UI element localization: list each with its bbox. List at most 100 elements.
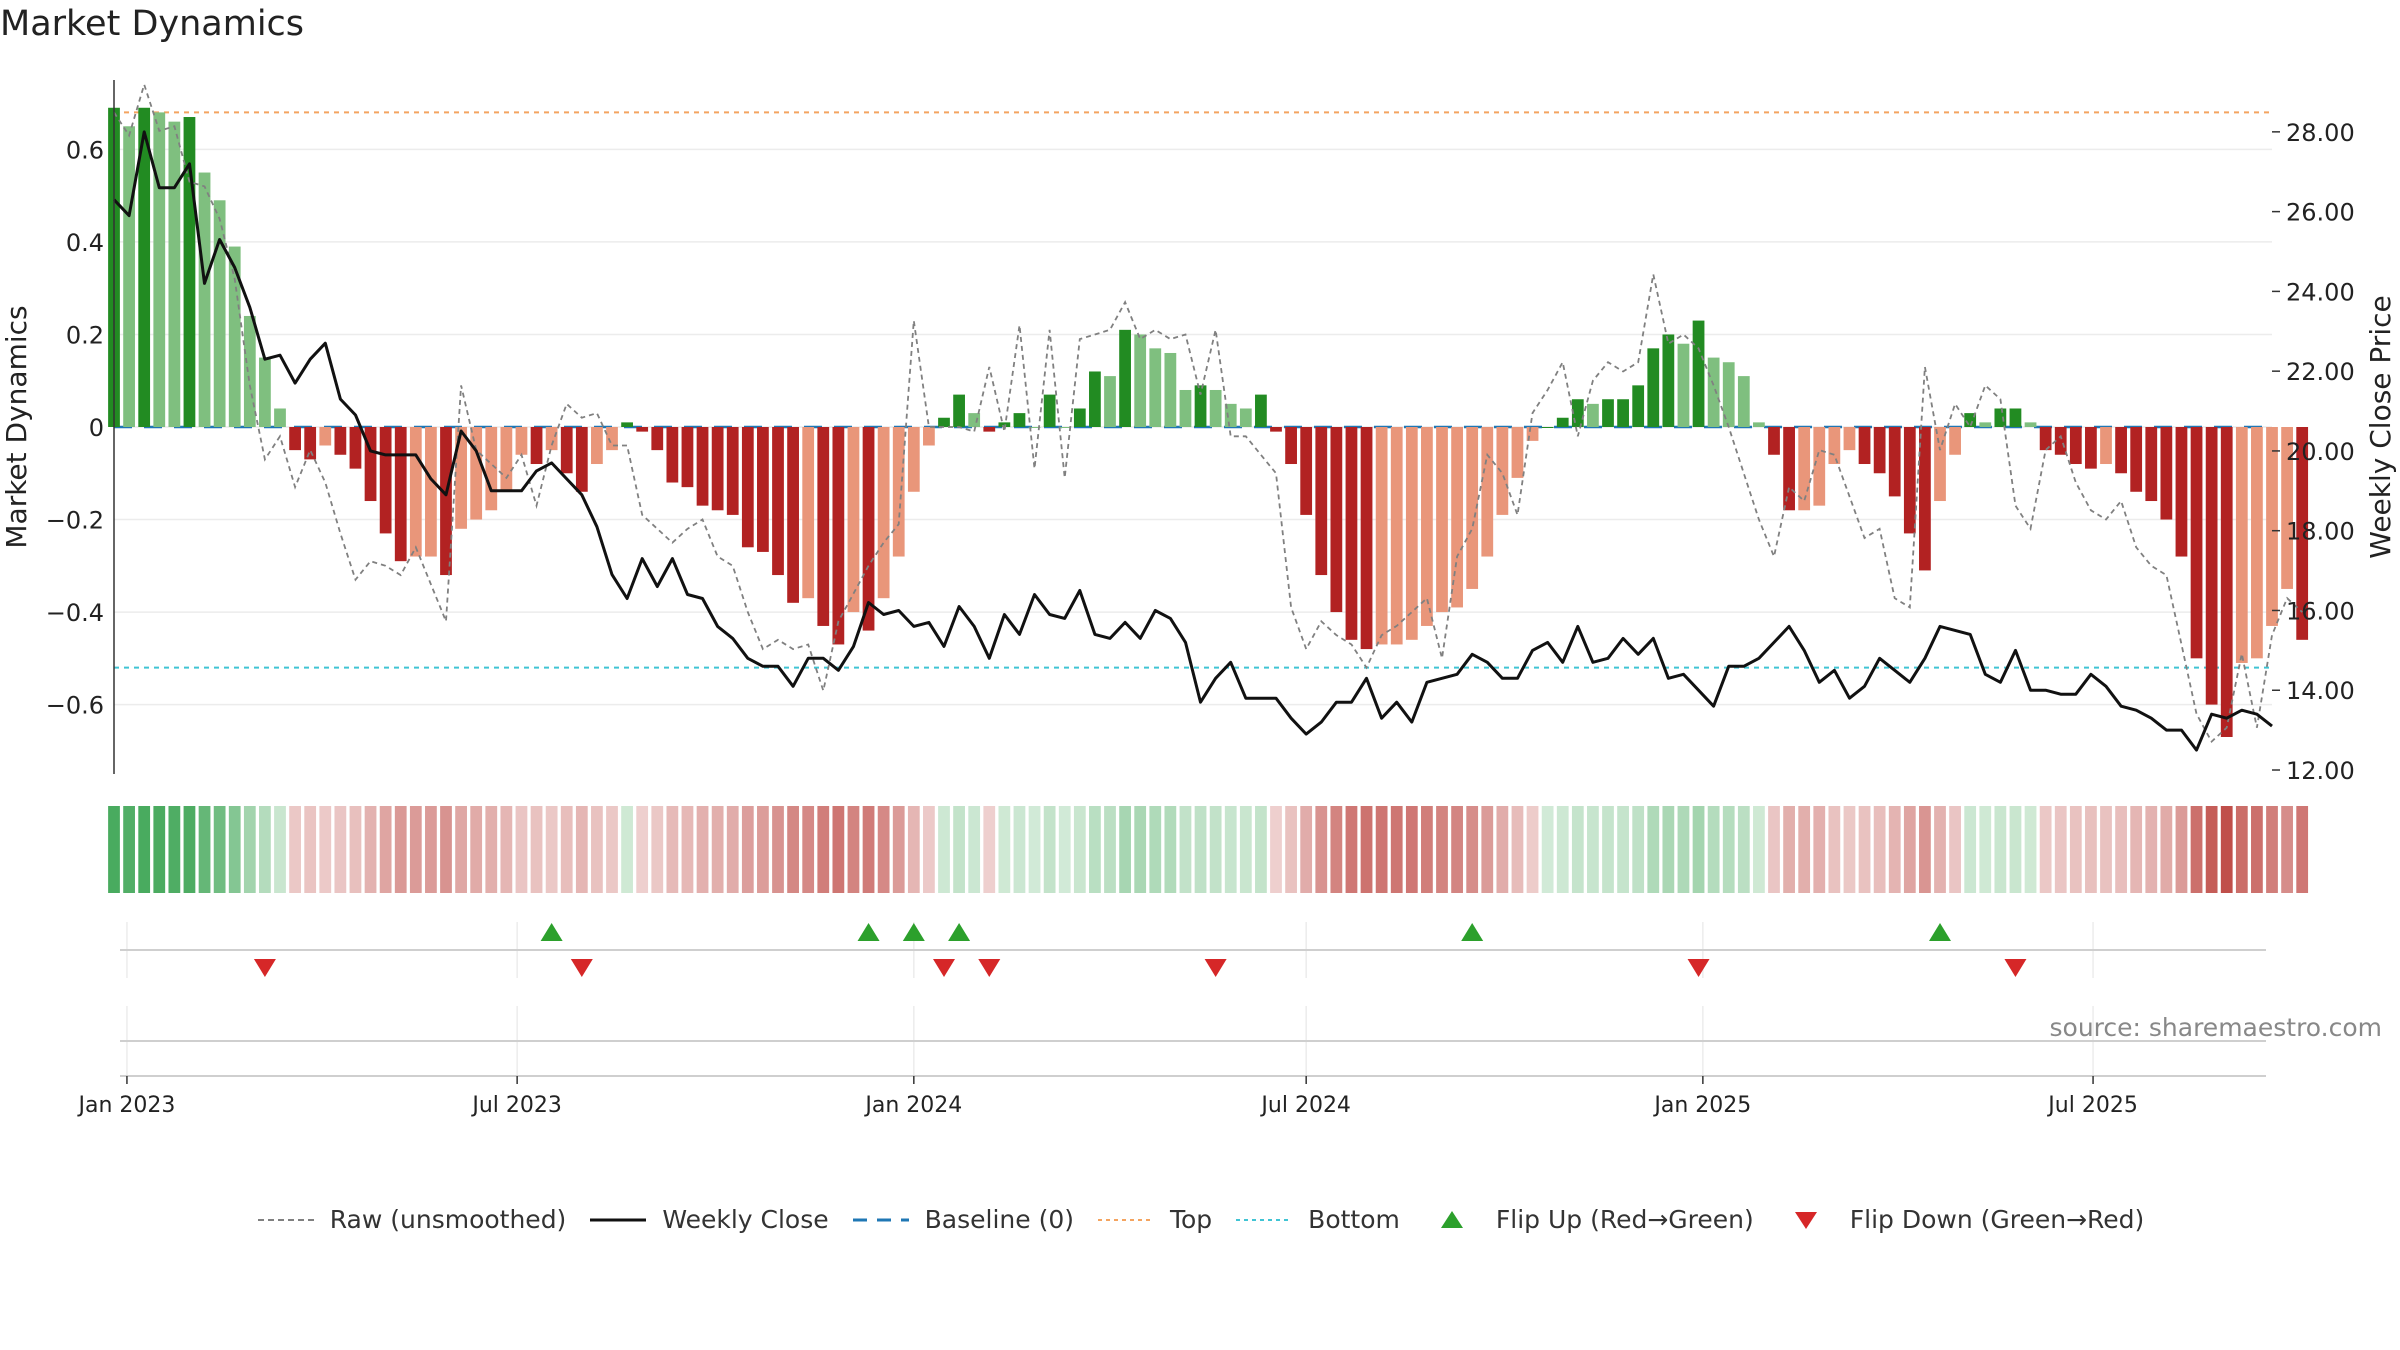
dynamics-bar xyxy=(1134,334,1147,427)
flip-down-marker xyxy=(2004,959,2027,977)
dynamics-bar xyxy=(243,315,256,427)
strip-cell xyxy=(998,806,1011,893)
dynamics-bar xyxy=(1556,417,1569,427)
strip-cell xyxy=(711,806,724,893)
strip-cell xyxy=(1239,806,1252,893)
dynamics-bar xyxy=(485,427,498,511)
strip-cell xyxy=(228,806,241,893)
strip-cell xyxy=(1179,806,1192,893)
dynamics-bar xyxy=(228,246,241,427)
strip-cell xyxy=(1949,806,1961,893)
strip-cell xyxy=(2296,806,2309,893)
chart-title: Market Dynamics xyxy=(0,4,305,44)
strip-cell xyxy=(1194,806,1207,893)
strip-cell xyxy=(349,806,362,893)
flip-up-marker xyxy=(902,923,925,941)
flip-up-marker xyxy=(857,923,880,941)
strip-cell xyxy=(123,806,135,893)
y-tick-label: 0 xyxy=(89,414,104,442)
strip-cell xyxy=(968,806,981,893)
strip-cell xyxy=(364,806,377,893)
dynamics-bar xyxy=(1994,408,2007,427)
dynamics-bar xyxy=(379,427,392,534)
legend-item-flip-up: Flip Up (Red→Green) xyxy=(1422,1205,1754,1234)
dynamics-bar xyxy=(138,107,151,427)
flip-up-marker xyxy=(1929,923,1951,941)
strip-cell xyxy=(334,806,347,893)
dynamics-bar xyxy=(2130,427,2143,492)
dynamics-bar xyxy=(1285,427,1297,465)
y-axis-title: Market Dynamics xyxy=(0,305,33,548)
strip-cell xyxy=(1692,806,1705,893)
y2-tick-label: 20.00 xyxy=(2286,438,2355,466)
strip-cell xyxy=(907,806,920,893)
dynamics-bar xyxy=(1436,427,1448,613)
dynamics-bar xyxy=(1949,427,1961,455)
strip-cell xyxy=(1421,806,1433,893)
strip-cell xyxy=(304,806,317,893)
strip-cell xyxy=(772,806,784,893)
dynamics-bar xyxy=(1496,427,1509,515)
strip-cell xyxy=(2085,806,2097,893)
dynamics-bar xyxy=(470,427,483,520)
strip-cell xyxy=(1783,806,1795,893)
dynamics-bar xyxy=(1330,427,1343,613)
y-tick-label: 0.4 xyxy=(66,229,104,257)
strip-cell xyxy=(1526,806,1539,893)
x-tick-label: Jan 2024 xyxy=(863,1093,962,1118)
strip-cell xyxy=(787,806,799,893)
y2-tick-label: 12.00 xyxy=(2286,757,2355,785)
dynamics-bar xyxy=(1013,413,1026,427)
dynamics-bar xyxy=(1058,427,1071,428)
strip-cell xyxy=(892,806,905,893)
dynamics-bar xyxy=(1571,399,1584,427)
strip-cell xyxy=(1149,806,1162,893)
dynamics-bar xyxy=(1768,427,1780,455)
dynamics-bar xyxy=(2205,427,2218,705)
strip-cell xyxy=(757,806,769,893)
strip-cell xyxy=(274,806,286,893)
legend-label: Weekly Close xyxy=(662,1205,829,1234)
dynamics-bar xyxy=(183,117,196,427)
strip-cell xyxy=(409,806,422,893)
dynamics-bar xyxy=(1405,427,1418,640)
strip-cell xyxy=(2130,806,2143,893)
flip-down-marker xyxy=(933,959,955,977)
dynamics-bar xyxy=(560,427,573,474)
strip-cell xyxy=(1119,806,1131,893)
dynamics-bar xyxy=(1662,334,1675,427)
y-tick-label: −0.2 xyxy=(46,507,104,535)
dynamics-bar xyxy=(968,413,981,427)
dynamics-bar xyxy=(1089,371,1101,427)
raw-line xyxy=(113,81,2303,744)
strip-cell xyxy=(545,806,558,893)
y-tick-label: 0.2 xyxy=(66,321,104,349)
dynamics-bar xyxy=(2190,427,2203,659)
weekly-close-series xyxy=(112,130,2273,752)
strip-cell xyxy=(1104,806,1116,893)
dynamics-bar xyxy=(123,126,135,428)
strip-cell xyxy=(153,806,166,893)
dynamics-bar xyxy=(1270,427,1282,432)
strip-cell xyxy=(1164,806,1177,893)
legend-label: Baseline (0) xyxy=(924,1205,1074,1234)
dynamics-bar xyxy=(2009,408,2022,427)
strip-cell xyxy=(1737,806,1750,893)
dynamics-bar xyxy=(1390,427,1403,645)
strip-cell xyxy=(923,806,935,893)
strip-cell xyxy=(1919,806,1931,893)
dynamics-bar xyxy=(198,172,211,427)
strip-cell xyxy=(243,806,256,893)
strip-cell xyxy=(2190,806,2203,893)
dynamics-bar xyxy=(530,427,543,465)
dashed-gray-line-icon xyxy=(257,1218,314,1221)
dynamics-bar xyxy=(2220,427,2233,737)
dynamics-bar xyxy=(455,427,467,529)
dynamics-bar xyxy=(1828,427,1841,465)
x-tick-label: Jul 2024 xyxy=(1259,1093,1351,1118)
legend-label: Raw (unsmoothed) xyxy=(329,1205,567,1234)
strip-cell xyxy=(983,806,996,893)
strip-cell xyxy=(2281,806,2293,893)
green-up-triangle-icon xyxy=(1440,1210,1463,1228)
